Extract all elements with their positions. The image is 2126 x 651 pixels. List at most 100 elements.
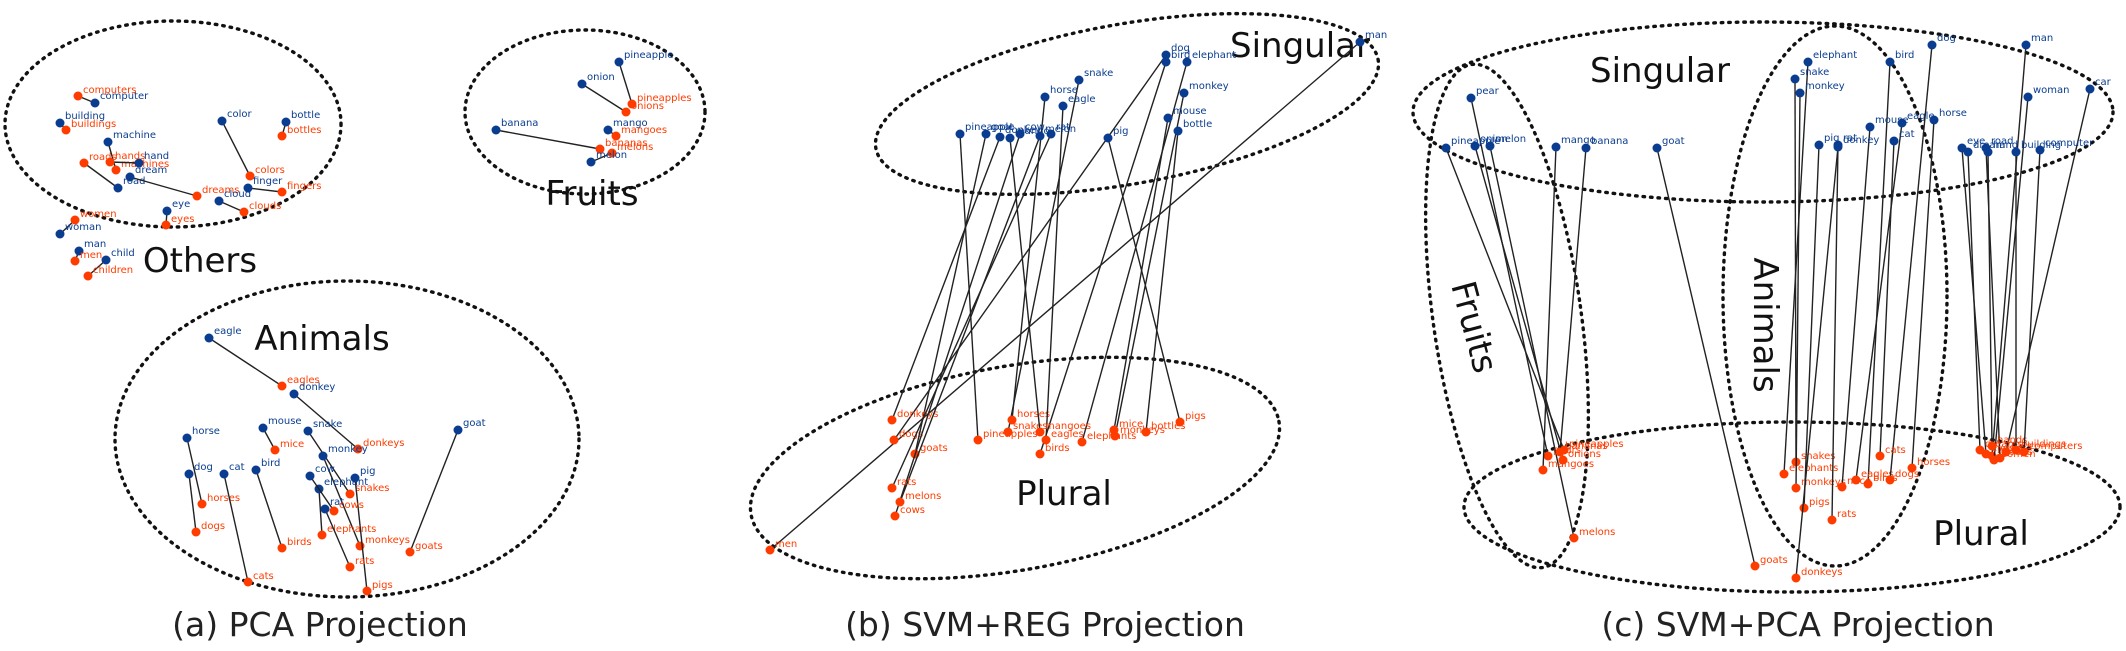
word-pair: donkey donkeys [289,382,405,454]
plural-word-label: eagles [287,375,320,386]
pair-connector-line [1542,146,1557,471]
singular-point [214,196,224,206]
singular-word-label: horse [192,426,220,437]
plural-point [111,165,121,175]
plural-point [1885,475,1895,485]
pair-connector-line [1855,122,1903,481]
singular-word-label: hand [144,151,169,162]
singular-point [1441,143,1451,153]
word-pair: pineapple pineapples [614,50,692,109]
singular-point [955,129,965,139]
singular-word-label: car [2095,77,2112,88]
word-pair: horse horses [182,426,240,509]
pair-connector-line [208,337,283,387]
singular-word-label: melon [1045,124,1076,135]
word-pair: pig pigs [1103,126,1206,427]
singular-point [318,451,328,461]
word-pair: machine machines [103,130,169,175]
plural-word-label: mice [1119,419,1143,430]
singular-point [1173,126,1183,136]
plural-point [765,545,775,555]
singular-point [1963,147,1973,157]
group-fruits-ellipse [1423,62,1591,570]
pair-connector-line [255,469,283,549]
singular-word-label: eagle [214,326,242,337]
plural-word-label: bottles [287,125,321,136]
singular-word-label: snake [1084,68,1113,79]
singular-point [2023,92,2033,102]
plural-point [887,483,897,493]
group-singular-ellipse [1411,20,2115,204]
group-label-singular: Singular [1230,26,1370,66]
singular-word-label: bird [1895,50,1914,61]
plural-word-label: rats [1837,509,1856,520]
singular-word-label: man [84,239,106,250]
plural-word-label: mice [280,439,304,450]
word-pair: cat cats [219,462,274,587]
singular-word-label: hand [1993,140,2018,151]
singular-point [995,132,1005,142]
singular-word-label: dog [194,462,213,473]
pair-connector-line [1879,140,1895,457]
plural-point [239,207,249,217]
pair-connector-line [221,120,251,177]
singular-point [614,57,624,67]
panel-svm-reg: Singular Plural (b) SVM+REG Projection m… [748,11,1387,644]
plural-point [1003,427,1013,437]
singular-word-label: mango [1561,135,1596,146]
word-pair: dream dreams [125,165,239,201]
pair-connector-line [618,61,633,105]
plural-point [2019,447,2029,457]
plural-word-label: women [80,209,117,220]
plural-point [161,220,171,230]
singular-point [1074,75,1084,85]
singular-word-label: melon [1495,134,1526,145]
pair-connector-line [1474,145,1564,461]
singular-word-label: man [2031,33,2053,44]
plural-point [890,511,900,521]
singular-word-label: bottle [291,110,320,121]
pair-connector-line [1803,144,1820,509]
singular-point [1161,57,1171,67]
pair-connector-line [309,475,335,512]
plural-word-label: pigs [372,580,393,591]
plural-word-label: eyes [1991,443,2014,454]
singular-word-label: pineapple [1451,136,1500,147]
singular-point [1795,88,1805,98]
pair-connector-line [495,129,601,150]
plural-word-label: snakes [355,483,389,494]
plural-point [1077,437,1087,447]
word-pair: eagle eagles [1851,111,1935,485]
singular-word-label: computer [100,91,149,102]
plural-word-label: buildings [2021,439,2066,450]
singular-word-label: road [123,176,146,187]
plural-word-label: goats [415,541,443,552]
singular-point [281,117,291,127]
group-label-fruits: Fruits [1442,277,1505,377]
plural-word-label: pigs [1185,411,1206,422]
singular-point [162,206,172,216]
singular-word-label: elephant [324,477,368,488]
singular-point [243,183,253,193]
panel-svm-pca: Singular Plural Fruits Animals (c) SVM+P… [1411,20,2122,644]
singular-word-label: mouse [1173,106,1207,117]
plural-word-label: dreams [202,185,239,196]
pair-connector-line [307,430,351,495]
plural-word-label: hands [115,151,145,162]
singular-word-label: eagle [1907,111,1935,122]
singular-point [320,504,330,514]
pair-connector-line [1795,146,1839,579]
word-pair: donkey donkeys [1791,135,1879,583]
singular-point [55,118,65,128]
singular-point [1929,115,1939,125]
singular-word-label: donkey [1843,135,1879,146]
plural-point [362,586,372,596]
singular-point [90,98,100,108]
singular-word-label: mango [613,118,648,129]
plural-point [277,131,287,141]
singular-point [74,246,84,256]
plural-word-label: mice [1847,476,1871,487]
singular-point [1865,122,1875,132]
plural-word-label: eagles [1861,469,1894,480]
